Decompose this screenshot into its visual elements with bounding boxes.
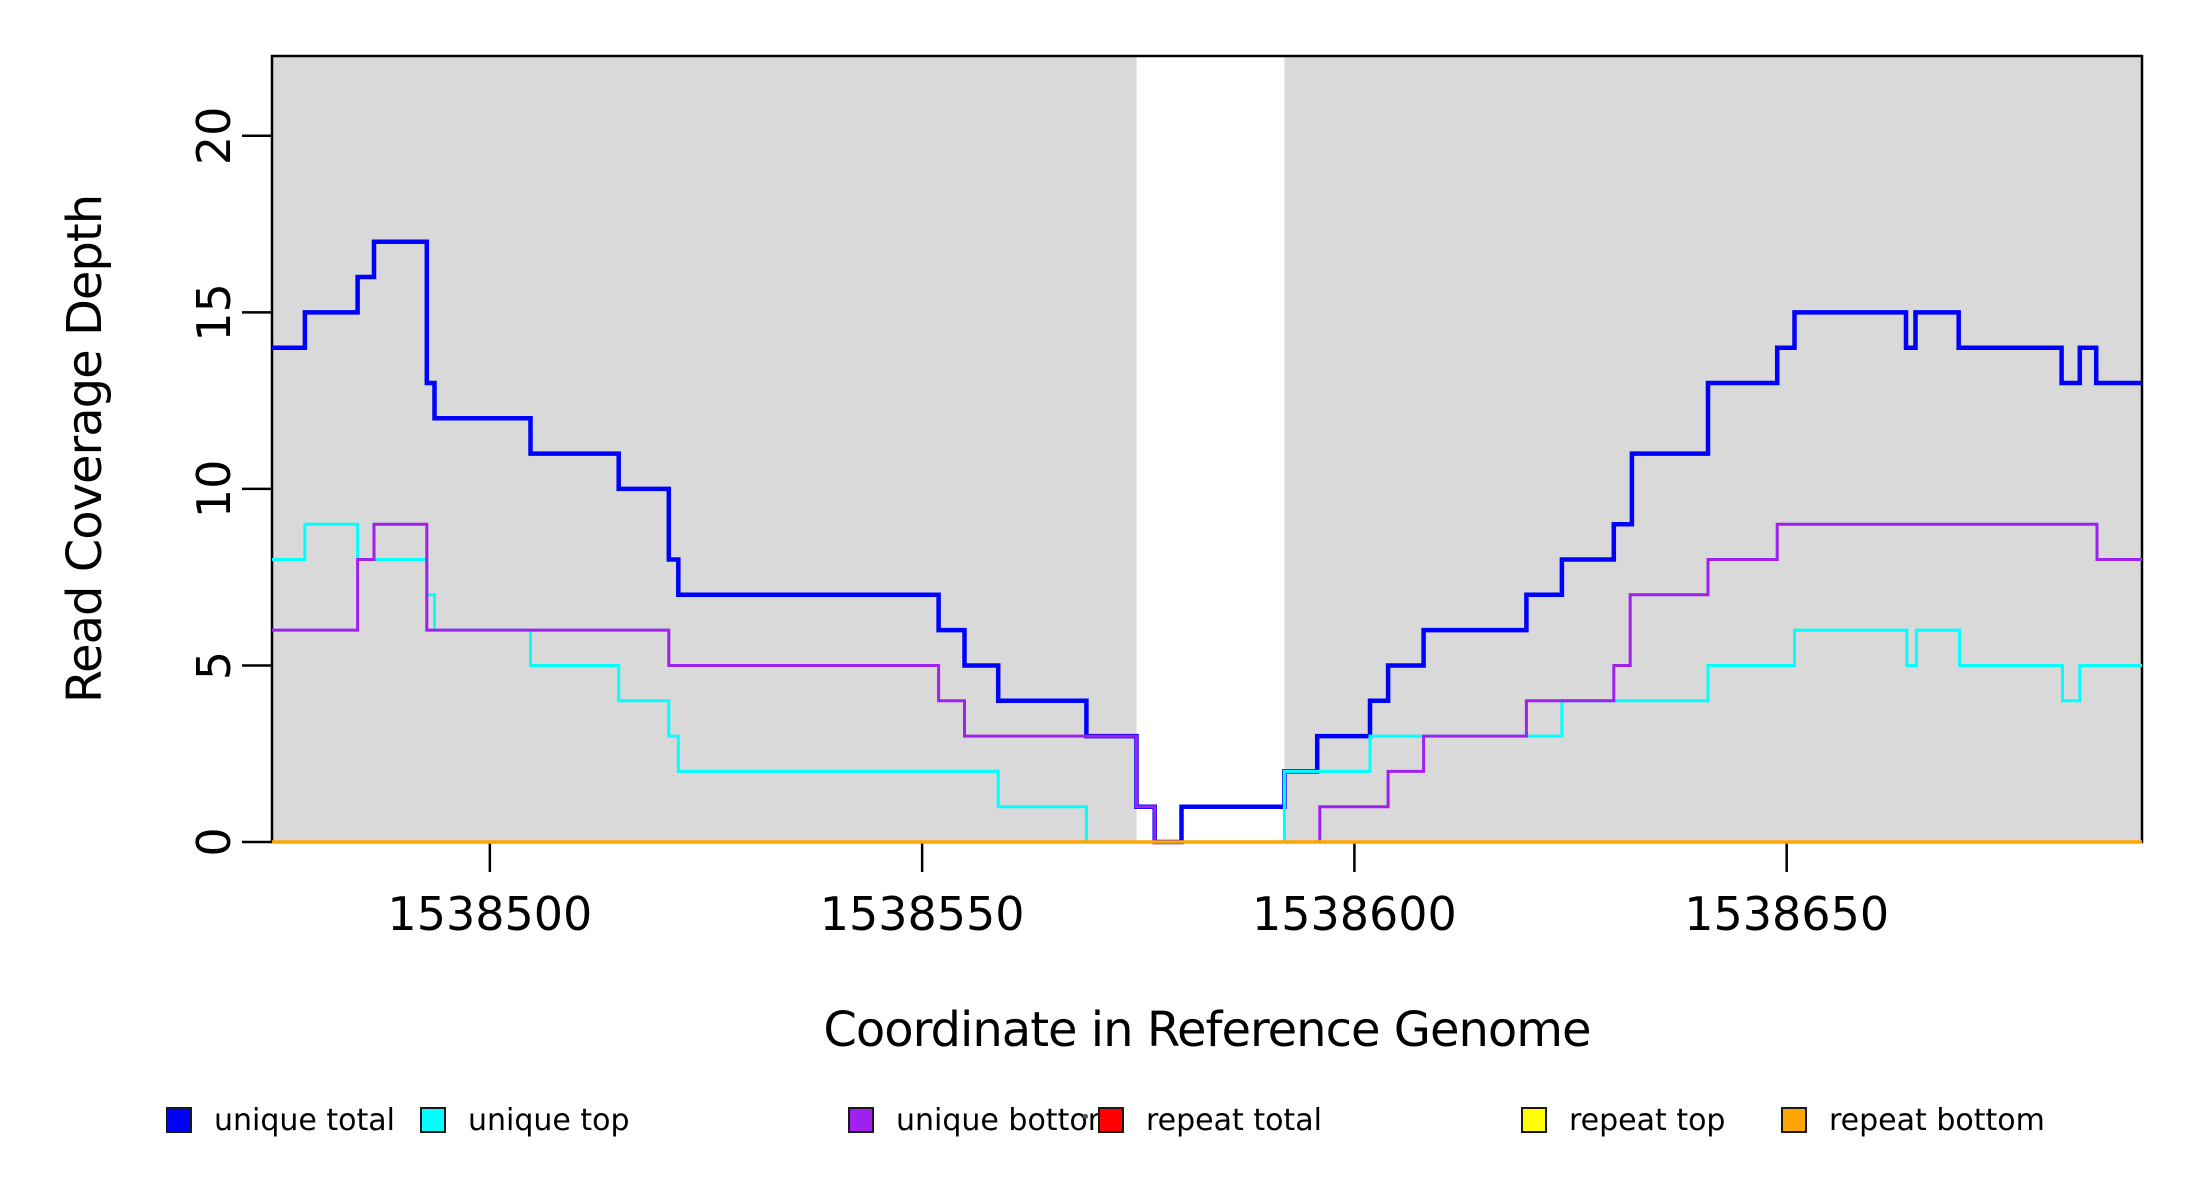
artifact-dot (1083, 1114, 1088, 1119)
x-tick-label: 1538550 (820, 887, 1025, 941)
legend-label: unique top (468, 1102, 630, 1138)
legend-item-repeat-bottom: repeat bottom (1781, 1096, 2045, 1144)
legend: unique total unique top unique bottom re… (0, 1096, 2200, 1156)
legend-item-unique-total: unique total (166, 1096, 395, 1144)
x-tick-label: 1538650 (1684, 887, 1889, 941)
legend-item-unique-top: unique top (420, 1096, 630, 1144)
series-line-unique-bottom (272, 522, 2142, 844)
x-tick-label: 1538500 (387, 887, 592, 941)
legend-item-repeat-total: repeat total (1098, 1096, 1322, 1144)
y-tick-label: 20 (187, 107, 241, 166)
legend-item-unique-bottom: unique bottom (848, 1096, 1117, 1144)
shaded-band (1284, 56, 2142, 842)
legend-label: unique bottom (896, 1102, 1117, 1138)
x-tick-label: 1538600 (1252, 887, 1457, 941)
legend-swatch-unique-top (420, 1107, 446, 1133)
axis-ticks (242, 134, 1788, 872)
y-tick-label: 10 (187, 460, 241, 519)
y-tick-label: 5 (187, 651, 241, 680)
y-axis-title: Read Coverage Depth (57, 194, 113, 704)
axis-tick-labels: 1538500 1538550 1538600 1538650 0 5 10 15 20 (187, 107, 1889, 941)
shaded-band (272, 56, 1137, 842)
legend-item-repeat-top: repeat top (1521, 1096, 1725, 1144)
x-axis-title: Coordinate in Reference Genome (823, 1002, 1591, 1058)
legend-label: repeat total (1146, 1102, 1322, 1138)
legend-label: repeat top (1569, 1102, 1726, 1138)
shaded-bands (272, 56, 2142, 842)
y-tick-label: 15 (187, 283, 241, 342)
legend-swatch-repeat-top (1521, 1107, 1547, 1133)
legend-label: repeat bottom (1829, 1102, 2045, 1138)
legend-swatch-repeat-bottom (1781, 1107, 1807, 1133)
legend-swatch-repeat-total (1098, 1107, 1124, 1133)
y-tick-label: 0 (187, 827, 241, 856)
legend-label: unique total (214, 1102, 396, 1138)
series-lines (272, 239, 2142, 845)
legend-swatch-unique-total (166, 1107, 192, 1133)
legend-swatch-unique-bottom (848, 1107, 874, 1133)
